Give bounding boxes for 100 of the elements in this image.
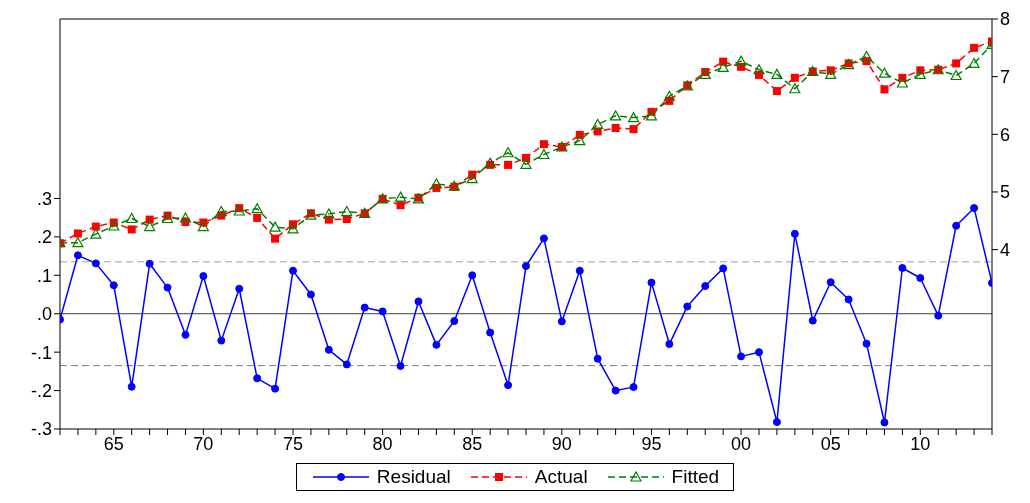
point	[772, 87, 781, 96]
point	[271, 384, 280, 393]
point	[217, 336, 226, 345]
point	[251, 203, 263, 214]
point	[73, 229, 82, 238]
point	[181, 330, 190, 339]
legend-label: Fitted	[671, 466, 720, 488]
point	[215, 205, 227, 217]
point	[108, 220, 120, 231]
point	[127, 382, 136, 391]
y2-tick-label: 7	[1000, 67, 1011, 88]
x-tick-label: 65	[103, 433, 124, 454]
point	[629, 383, 638, 392]
point	[502, 147, 514, 158]
point	[860, 50, 873, 62]
point	[755, 348, 763, 357]
point	[592, 118, 604, 130]
point	[735, 55, 747, 66]
point	[610, 110, 622, 121]
y2-tick-label: 5	[1000, 182, 1011, 203]
point	[880, 418, 889, 427]
point	[127, 225, 136, 234]
point	[878, 67, 891, 78]
point	[789, 83, 801, 94]
point	[235, 284, 244, 293]
point	[287, 223, 299, 234]
point	[790, 73, 799, 82]
point	[360, 303, 369, 312]
point	[683, 302, 692, 311]
point	[647, 278, 656, 287]
y-tick-label: .0	[36, 304, 52, 325]
y-tick-label: -.1	[30, 342, 52, 363]
point	[557, 317, 566, 326]
x-tick-label: 75	[282, 433, 304, 454]
point	[665, 340, 674, 349]
legend-label: Actual	[534, 466, 588, 488]
point	[109, 281, 118, 290]
point	[341, 205, 353, 217]
point	[737, 352, 746, 361]
point	[771, 68, 783, 79]
point	[952, 221, 961, 230]
point	[91, 259, 100, 268]
point	[898, 264, 907, 272]
point	[432, 340, 441, 349]
y-tick-label: .1	[36, 265, 52, 286]
point	[522, 262, 530, 271]
y-tick-label: .2	[36, 227, 52, 248]
point	[504, 381, 513, 390]
point	[179, 212, 192, 223]
point	[396, 361, 405, 370]
point	[914, 68, 926, 79]
point	[342, 360, 351, 369]
point	[520, 158, 532, 169]
x-tick-label: 10	[910, 433, 931, 454]
point	[90, 228, 102, 239]
point	[468, 271, 477, 280]
point	[539, 140, 548, 149]
y2-tick-label: 4	[1000, 240, 1011, 261]
point	[970, 204, 979, 213]
x-tick-label: 80	[372, 433, 393, 454]
point	[772, 418, 781, 427]
point	[144, 220, 156, 232]
point	[269, 221, 281, 232]
y2-tick-label: 6	[1000, 124, 1011, 145]
y-tick-label: .3	[36, 188, 52, 209]
point	[538, 148, 550, 160]
point	[790, 229, 799, 238]
point	[808, 316, 817, 325]
x-tick-label: 05	[820, 433, 841, 454]
point	[717, 61, 729, 73]
x-tick-label: 90	[551, 433, 572, 454]
point	[199, 272, 208, 281]
point	[593, 354, 602, 363]
point	[414, 297, 423, 306]
point	[916, 273, 925, 282]
x-tick-label: 70	[193, 433, 214, 454]
point	[575, 266, 584, 275]
x-tick-label: 00	[731, 433, 752, 454]
point	[627, 111, 640, 123]
point	[862, 339, 871, 348]
point	[539, 234, 548, 243]
point	[253, 213, 262, 222]
point	[826, 278, 835, 287]
point	[880, 85, 889, 94]
point	[719, 264, 728, 273]
point	[663, 90, 675, 101]
point	[324, 345, 333, 354]
y-tick-label: -.3	[30, 419, 52, 440]
point	[161, 212, 174, 224]
point	[896, 77, 908, 88]
point	[91, 222, 100, 231]
point	[197, 220, 209, 232]
point	[504, 160, 513, 169]
x-tick-label: 85	[462, 433, 483, 454]
point	[968, 57, 980, 68]
point	[844, 295, 853, 304]
point	[378, 307, 387, 316]
point	[306, 290, 315, 299]
x-tick-label: 95	[641, 433, 662, 454]
y-tick-label: -.2	[30, 380, 52, 401]
